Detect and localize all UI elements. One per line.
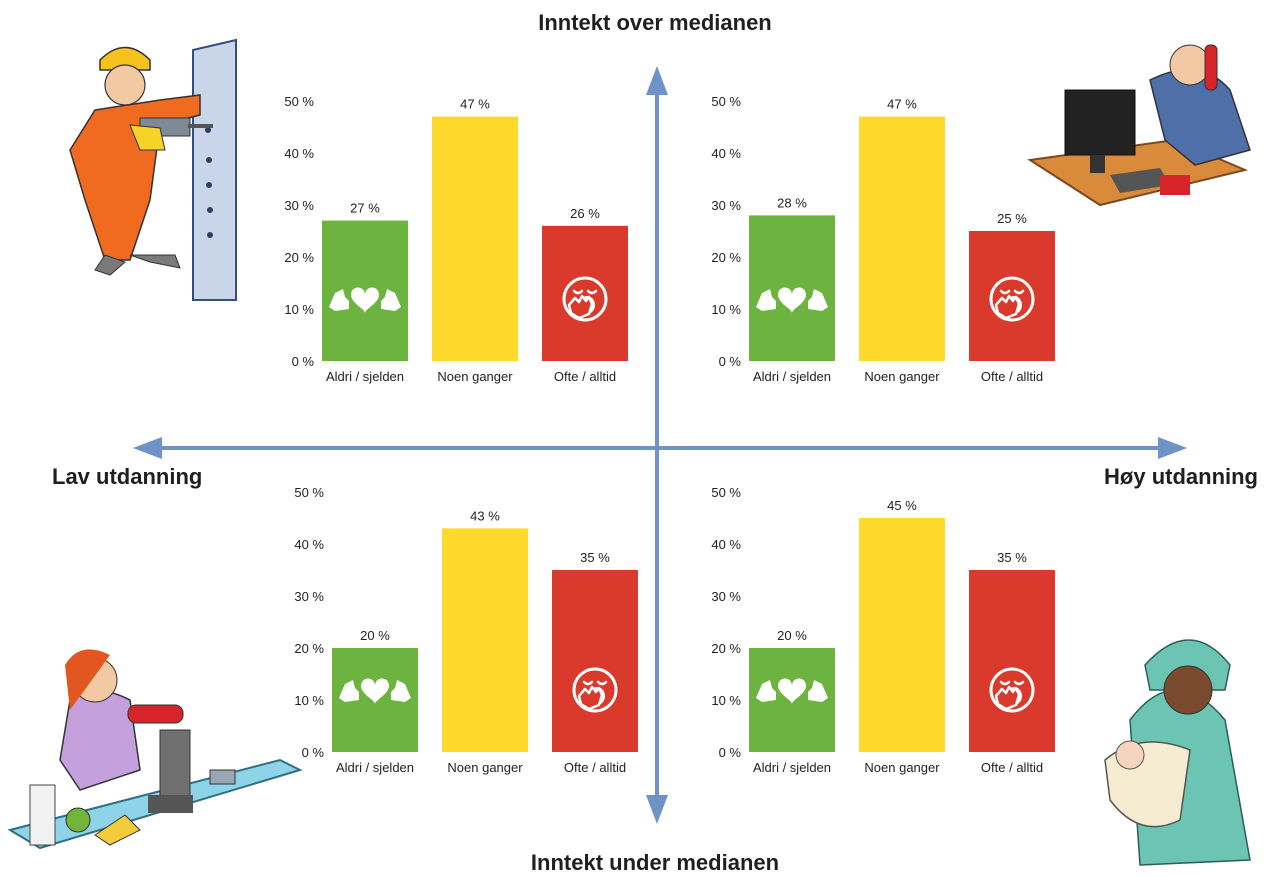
y-tick-label: 30 % (711, 198, 741, 213)
y-tick-label: 30 % (711, 589, 741, 604)
category-label: Noen ganger (437, 369, 513, 384)
category-label: Aldri / sjelden (336, 760, 414, 775)
category-label: Ofte / alltid (981, 760, 1043, 775)
y-tick-label: 20 % (284, 250, 314, 265)
axis-arrows (133, 66, 1187, 824)
y-tick-label: 0 % (302, 745, 325, 760)
bar (969, 231, 1055, 361)
axis-title-top: Inntekt over medianen (538, 10, 772, 35)
data-label: 20 % (777, 628, 807, 643)
y-tick-label: 50 % (711, 94, 741, 109)
data-label: 20 % (360, 628, 390, 643)
y-tick-label: 0 % (719, 745, 742, 760)
bar (542, 225, 628, 361)
y-tick-label: 50 % (294, 485, 324, 500)
axis-title-bottom: Inntekt under medianen (530, 850, 780, 875)
bar (442, 528, 528, 752)
data-label: 27 % (350, 201, 380, 216)
data-label: 45 % (887, 498, 917, 513)
category-label: Noen ganger (864, 369, 940, 384)
bar (749, 215, 835, 361)
category-label: Ofte / alltid (554, 369, 616, 384)
bar-chart-top-right: 0 % 10 % 20 % 30 % 40 % 50 % 28 % Aldri / sjeld… (711, 94, 1055, 384)
y-tick-label: 20 % (294, 641, 324, 656)
category-label: Noen ganger (864, 760, 940, 775)
bar (552, 570, 638, 752)
y-tick-label: 20 % (711, 641, 741, 656)
bar (322, 220, 408, 361)
bar (859, 518, 945, 752)
data-label: 47 % (887, 97, 917, 112)
construction-worker-illustration (69, 38, 237, 301)
y-tick-label: 50 % (284, 94, 314, 109)
bar (432, 116, 518, 361)
y-tick-label: 40 % (284, 146, 314, 161)
y-tick-label: 0 % (719, 354, 742, 369)
data-label: 28 % (777, 195, 807, 210)
y-tick-label: 30 % (284, 198, 314, 213)
y-tick-label: 30 % (294, 589, 324, 604)
data-label: 47 % (460, 97, 490, 112)
nurse-with-baby-illustration (1104, 639, 1251, 866)
office-worker-phone-illustration (1027, 44, 1251, 207)
axis-title-left: Lav utdanning (52, 464, 203, 489)
bar-chart-bottom-left: 0 % 10 % 20 % 30 % 40 % 50 % 20 % Aldri / sjeld… (294, 485, 638, 775)
y-tick-label: 10 % (711, 302, 741, 317)
y-tick-label: 20 % (711, 250, 741, 265)
y-tick-label: 10 % (711, 693, 741, 708)
arrow-up-icon (646, 66, 668, 95)
category-label: Noen ganger (447, 760, 523, 775)
bar-charts: 0 % 10 % 20 % 30 % 40 % 50 % 27 % Aldri / sjeld… (284, 94, 1055, 775)
category-label: Aldri / sjelden (753, 369, 831, 384)
y-tick-label: 40 % (294, 537, 324, 552)
y-tick-label: 10 % (294, 693, 324, 708)
y-tick-label: 40 % (711, 537, 741, 552)
y-tick-label: 40 % (711, 146, 741, 161)
arrow-right-icon (1158, 437, 1187, 459)
bar-chart-bottom-right: 0 % 10 % 20 % 30 % 40 % 50 % 20 % Aldri / sjeld… (711, 485, 1055, 775)
data-label: 35 % (580, 550, 610, 565)
data-label: 43 % (470, 508, 500, 523)
y-tick-label: 50 % (711, 485, 741, 500)
bar-chart-top-left: 0 % 10 % 20 % 30 % 40 % 50 % 27 % Aldri / sjeld… (284, 94, 628, 384)
arrow-left-icon (133, 437, 162, 459)
data-label: 26 % (570, 206, 600, 221)
category-label: Aldri / sjelden (326, 369, 404, 384)
axis-title-right: Høy utdanning (1104, 464, 1258, 489)
bar (859, 116, 945, 361)
cashier-drinking-illustration (7, 649, 303, 850)
y-tick-label: 0 % (292, 354, 315, 369)
category-label: Ofte / alltid (564, 760, 626, 775)
bar (969, 570, 1055, 752)
y-tick-label: 10 % (284, 302, 314, 317)
data-label: 25 % (997, 211, 1027, 226)
category-label: Aldri / sjelden (753, 760, 831, 775)
arrow-down-icon (646, 795, 668, 824)
data-label: 35 % (997, 550, 1027, 565)
category-label: Ofte / alltid (981, 369, 1043, 384)
